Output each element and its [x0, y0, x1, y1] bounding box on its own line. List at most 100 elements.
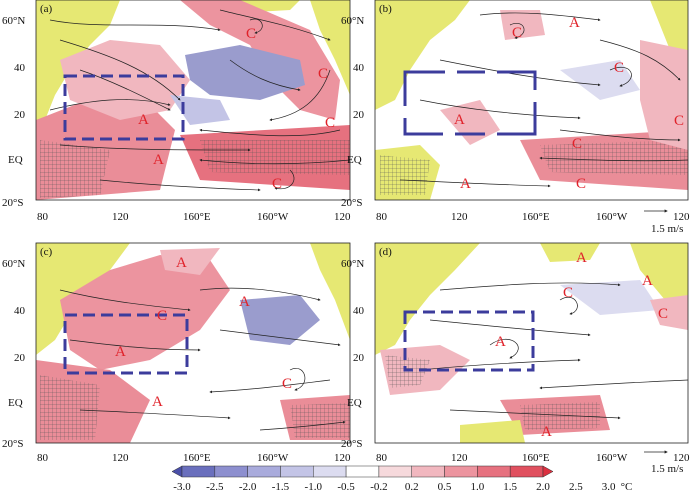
lon-tick: 80: [376, 452, 388, 464]
lon-tick: 120: [112, 452, 129, 464]
colorbar-tick-label: -0.2: [370, 481, 387, 493]
reference-vector: 1.5 m/s: [651, 223, 683, 235]
colorbar-segment: [247, 465, 281, 478]
colorbar-tick-label: -1.5: [272, 481, 290, 493]
circulation-label: A: [138, 112, 149, 128]
circulation-label: C: [674, 113, 684, 129]
circulation-label: C: [318, 66, 328, 82]
panel-d: A C A C A A (d): [374, 242, 689, 444]
lat-tick: 20°S: [341, 438, 363, 450]
lat-tick: EQ: [347, 397, 362, 409]
circulation-label: C: [246, 26, 256, 42]
panel-label: (c): [40, 246, 53, 258]
circulation-label: C: [563, 285, 573, 301]
study-region-box: [63, 313, 189, 375]
circulation-label: C: [576, 176, 586, 192]
circulation-label: A: [239, 294, 250, 310]
study-region-box: [63, 74, 185, 141]
panel-c: A A C A C A (c): [35, 242, 351, 444]
lon-tick: 160°W: [596, 211, 628, 223]
lon-tick: 120: [673, 452, 690, 464]
circulation-label: A: [541, 424, 552, 440]
circulation-label: C: [572, 136, 582, 152]
circulation-label: A: [569, 15, 580, 31]
panel-label: (b): [379, 3, 392, 15]
lon-tick: 160°W: [596, 452, 628, 464]
colorbar-tick-label: 0.2: [405, 481, 419, 493]
lat-tick: 60°N: [341, 258, 364, 270]
lon-tick: 160°E: [183, 452, 211, 464]
circulation-label: A: [115, 344, 126, 360]
circulation-label: C: [272, 176, 282, 192]
colorbar-tick-label: -1.0: [305, 481, 323, 493]
lon-tick: 120: [451, 211, 468, 223]
colorbar-segment: [509, 465, 544, 478]
lon-tick: 120: [334, 211, 351, 223]
circulation-label: A: [153, 152, 164, 168]
cool-anomaly: [185, 45, 305, 100]
circulation-label: A: [176, 255, 187, 271]
lon-tick: 80: [37, 452, 49, 464]
panel-label: (d): [379, 246, 392, 258]
lat-tick: 40: [14, 62, 26, 74]
lat-tick: EQ: [347, 154, 362, 166]
circulation-label: C: [157, 308, 167, 324]
study-region-box: [403, 310, 535, 372]
colorbar-segment: [171, 465, 183, 478]
circulation-label: C: [282, 376, 292, 392]
lon-tick: 120: [451, 452, 468, 464]
panel-b: C A C C A C A C (b): [374, 0, 689, 201]
circulation-label: C: [325, 115, 335, 131]
circulation-label: C: [614, 60, 624, 76]
colorbar-segment: [313, 465, 347, 478]
colorbar-tick-label: 2.5: [569, 481, 583, 493]
circulation-label: A: [642, 273, 653, 289]
lat-tick: 20: [353, 352, 365, 364]
colorbar-tick-label: -3.0: [173, 481, 191, 493]
reference-vector: 1.5 m/s: [651, 463, 683, 475]
lon-tick: 160°E: [522, 452, 550, 464]
lon-tick: 160°W: [257, 452, 289, 464]
panel-a: C C C A A C (a): [35, 0, 351, 201]
land-asia: [36, 0, 120, 130]
circulation-label: A: [152, 394, 163, 410]
panel-label: (a): [40, 3, 53, 15]
circulation-label: C: [512, 25, 522, 41]
colorbar-tick-label: 1.5: [503, 481, 517, 493]
colorbar-segment: [345, 465, 380, 478]
colorbar-segment: [181, 465, 216, 478]
lat-tick: 40: [353, 62, 365, 74]
colorbar-tick-label: 1.0: [470, 481, 484, 493]
colorbar-tick-label: -0.5: [337, 481, 355, 493]
lat-tick: EQ: [8, 397, 23, 409]
lat-tick: 60°N: [2, 258, 25, 270]
lon-tick: 160°W: [257, 211, 289, 223]
lat-tick: 20: [353, 109, 365, 121]
colorbar-segment: [411, 465, 445, 478]
lat-tick: 20: [14, 109, 26, 121]
lat-tick: 20: [14, 352, 26, 364]
lon-tick: 120: [112, 211, 129, 223]
colorbar-tick-label: -2.5: [206, 481, 224, 493]
lon-tick: 80: [376, 211, 388, 223]
colorbar-tick-label: 2.0: [536, 481, 550, 493]
lon-tick: 160°E: [522, 211, 550, 223]
lat-tick: EQ: [8, 154, 23, 166]
axes-bottom: 60°N 40 20 EQ 20°S 60°N 40 20 EQ 20°S 80…: [2, 258, 690, 475]
colorbar: -3.0 -2.5 -2.0 -1.5 -1.0 -0.5 -0.2 0.2 0.5 1.0 1.5…: [171, 465, 632, 493]
lon-tick: 120: [334, 452, 351, 464]
axes-top: 60°N 40 20 EQ 20°S 60°N 40 20 EQ 20°S 80…: [2, 15, 690, 235]
circulation-label: C: [658, 306, 668, 322]
circulation-label: A: [454, 112, 465, 128]
circulation-label: A: [576, 250, 587, 266]
colorbar-segment: [444, 465, 478, 478]
lat-tick: 40: [14, 305, 26, 317]
lat-tick: 20°S: [2, 197, 24, 209]
lon-tick: 80: [37, 211, 49, 223]
lat-tick: 40: [353, 305, 365, 317]
colorbar-tick-label: -2.0: [239, 481, 257, 493]
colorbar-segment: [214, 465, 248, 478]
lon-tick: 120: [673, 211, 690, 223]
colorbar-segment: [378, 465, 412, 478]
colorbar-tick-label: 3.0: [602, 481, 616, 493]
